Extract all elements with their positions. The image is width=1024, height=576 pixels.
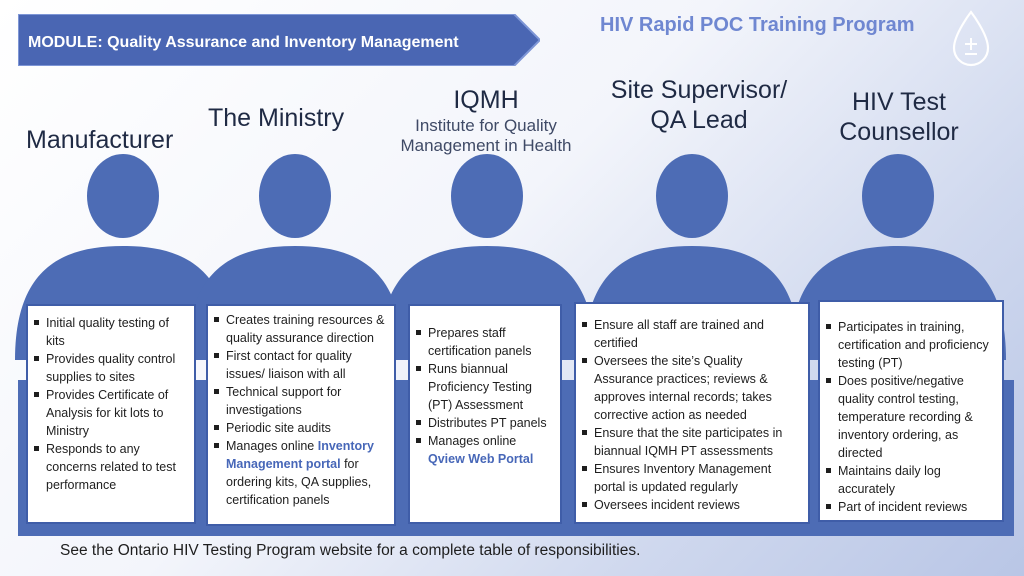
responsibility-list: Participates in training, certification …: [824, 318, 996, 516]
list-item: Participates in training, certification …: [824, 318, 996, 372]
role-title: Site Supervisor/ QA Lead: [610, 76, 788, 134]
role-title: The Ministry: [208, 104, 345, 132]
list-item: Manages online Inventory Management port…: [212, 437, 388, 509]
role-title-ministry: The Ministry: [208, 104, 344, 134]
list-item: Ensure that the site participates in bia…: [580, 424, 802, 460]
module-label: MODULE: Quality Assurance and Inventory …: [28, 34, 459, 51]
list-item: Creates training resources & quality ass…: [212, 311, 388, 347]
role-title: HIV Test Counsellor: [839, 88, 959, 146]
list-item: Distributes PT panels: [414, 414, 554, 432]
role-title: IQMH: [453, 86, 519, 114]
list-item: Prepares staff certification panels: [414, 324, 554, 360]
role-title-iqmh: IQMH Institute for Quality Management in…: [386, 86, 586, 156]
list-item: First contact for quality issues/ liaiso…: [212, 347, 388, 383]
list-item: Oversees the site’s Quality Assurance pr…: [580, 352, 802, 424]
footnote: See the Ontario HIV Testing Program webs…: [60, 542, 641, 559]
list-item: Initial quality testing of kits: [32, 314, 188, 350]
inventory-portal-link[interactable]: Inventory Management portal: [226, 439, 374, 471]
role-title: Manufacturer: [26, 126, 174, 154]
list-item: Oversees incident reviews: [580, 496, 802, 514]
role-title-site-supervisor: Site Supervisor/ QA Lead: [596, 76, 802, 135]
list-item: Periodic site audits: [212, 419, 388, 437]
responsibilities-box-counsellor: Participates in training, certification …: [818, 300, 1004, 522]
responsibility-list: Ensure all staff are trained and certifi…: [580, 316, 802, 514]
list-item: Runs biannual Proficiency Testing (PT) A…: [414, 360, 554, 414]
list-item: Does positive/negative quality control t…: [824, 372, 996, 462]
list-item: Technical support for investigations: [212, 383, 388, 419]
responsibilities-box-iqmh: Prepares staff certification panels Runs…: [408, 304, 562, 524]
list-item: Manages online Qview Web Portal: [414, 432, 554, 468]
responsibilities-box-site-supervisor: Ensure all staff are trained and certifi…: [574, 302, 810, 524]
list-item: Responds to any concerns related to test…: [32, 440, 188, 494]
responsibilities-box-manufacturer: Initial quality testing of kits Provides…: [26, 304, 196, 524]
list-item-text: Manages online: [428, 434, 517, 448]
list-item: Ensure all staff are trained and certifi…: [580, 316, 802, 352]
qview-portal-link[interactable]: Qview Web Portal: [428, 452, 534, 466]
program-title: HIV Rapid POC Training Program: [600, 14, 915, 36]
drop-plus-minus-icon: [952, 10, 990, 67]
banner-arrow-shape: [18, 14, 540, 66]
list-item-text: Manages online: [226, 439, 318, 453]
list-item: Provides quality control supplies to sit…: [32, 350, 188, 386]
role-subtitle: Institute for Quality Management in Heal…: [400, 115, 572, 155]
module-banner: MODULE: Quality Assurance and Inventory …: [18, 14, 540, 66]
list-item: Part of incident reviews: [824, 498, 996, 516]
responsibility-list: Initial quality testing of kits Provides…: [32, 314, 188, 494]
role-title-counsellor: HIV Test Counsellor: [828, 88, 970, 147]
list-item: Provides Certificate of Analysis for kit…: [32, 386, 188, 440]
responsibilities-box-ministry: Creates training resources & quality ass…: [206, 304, 396, 526]
responsibility-list: Creates training resources & quality ass…: [212, 311, 388, 509]
role-title-manufacturer: Manufacturer: [26, 126, 173, 156]
responsibility-list: Prepares staff certification panels Runs…: [414, 324, 554, 468]
list-item-text: for ordering kits, QA supplies, certific…: [226, 457, 372, 507]
list-item: Maintains daily log accurately: [824, 462, 996, 498]
list-item: Ensures Inventory Management portal is u…: [580, 460, 802, 496]
